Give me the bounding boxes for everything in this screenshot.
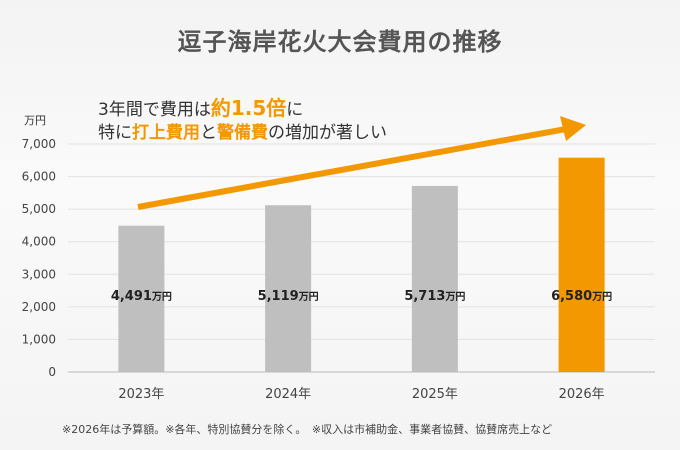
annotation-highlight: 警備費 (217, 123, 268, 143)
data-label: 5,119万円 (258, 289, 319, 304)
x-tick-label: 2023年 (118, 387, 164, 402)
y-tick-label: 0 (48, 365, 56, 379)
x-tick-label: 2026年 (559, 387, 605, 402)
annotation-highlight: 約1.5倍 (210, 96, 287, 120)
annotation-text: の増加が著しい (268, 123, 387, 143)
y-tick-label: 7,000 (22, 137, 56, 151)
bar (558, 157, 605, 372)
bar (118, 225, 165, 372)
y-tick-label: 1,000 (22, 332, 56, 346)
data-label: 5,713万円 (404, 289, 465, 304)
chart-title: 逗子海岸花火大会費用の推移 (177, 28, 503, 56)
data-label: 6,580万円 (551, 289, 612, 304)
trend-arrow-head (560, 116, 586, 141)
y-tick-label: 3,000 (22, 267, 56, 281)
x-tick-label: 2024年 (265, 387, 311, 402)
annotation-line-1: 3年間で費用は約1.5倍に (98, 92, 303, 121)
y-tick-label: 4,000 (22, 235, 56, 249)
annotation-text: 特に (98, 123, 132, 143)
y-tick-label: 5,000 (22, 202, 56, 216)
x-tick-label: 2025年 (412, 387, 458, 402)
annotation-highlight: 打上費用 (132, 123, 200, 143)
bar (265, 205, 312, 372)
y-axis-unit: 万円 (24, 114, 46, 127)
annotation-line-2: 特に打上費用と警備費の増加が著しい (98, 118, 387, 143)
bar (411, 185, 458, 372)
footnote: ※2026年は予算額。※各年、特別協賛分を除く。 ※収入は市補助金、事業者協賛、… (62, 423, 553, 436)
annotation-text: と (200, 123, 217, 143)
data-label: 4,491万円 (111, 289, 172, 304)
trend-arrow-line (137, 126, 567, 210)
annotation-text: に (286, 100, 304, 120)
y-tick-label: 2,000 (22, 300, 56, 314)
y-tick-label: 6,000 (22, 170, 56, 184)
annotation-text: 3年間で費用は (98, 100, 211, 120)
